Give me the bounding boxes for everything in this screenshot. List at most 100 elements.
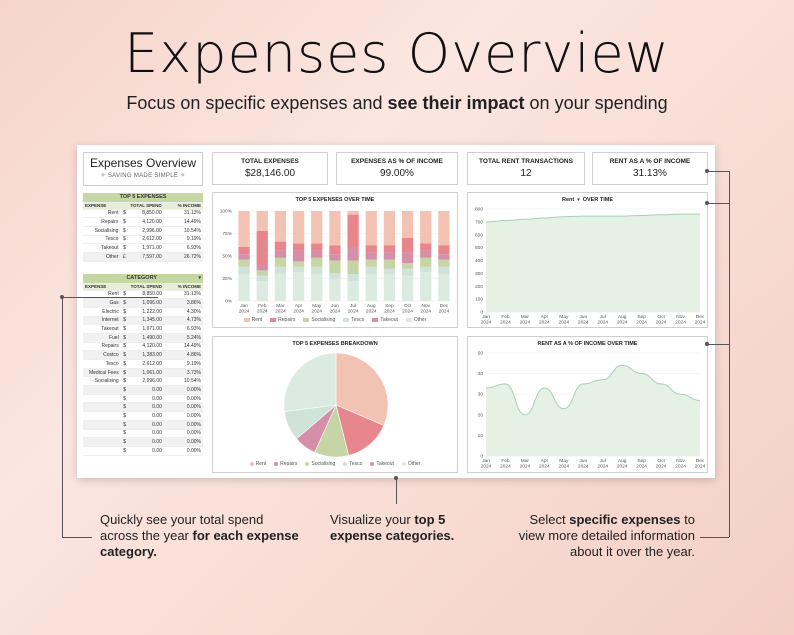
bar-segment-other — [347, 281, 359, 301]
table-row: Tesco $2,612.00 9.19% — [83, 359, 203, 369]
legend-item: Socialising — [305, 461, 335, 467]
category-selector[interactable]: CATEGORY ▾ — [83, 274, 203, 284]
x-tick-label: 2024 — [500, 320, 511, 326]
table-cell: $ — [120, 316, 129, 326]
table-cell: 0.00 — [128, 420, 164, 430]
bar-segment-tesco — [347, 274, 359, 282]
legend-item: Takeout — [370, 461, 394, 467]
table-cell — [83, 420, 121, 430]
x-tick-label: Nov — [421, 303, 430, 309]
table-cell: 26.72% — [163, 252, 203, 262]
col-spend: TOTAL SPEND — [128, 202, 164, 210]
legend-item: Takeout — [372, 317, 398, 323]
table-cell: Medical Fees — [83, 368, 121, 378]
table-cell: $ — [120, 350, 129, 360]
table-cell: Other — [83, 252, 121, 262]
x-tick-label: Dec — [696, 314, 705, 320]
bar-segment-rent — [274, 211, 287, 242]
rent-selector[interactable]: Rent — [561, 197, 575, 203]
table-cell: 1,061.00 — [128, 368, 164, 378]
kpi-total-expenses: TOTAL EXPENSES $28,146.00 — [212, 152, 328, 185]
x-tick-label: Feb — [501, 314, 510, 320]
table-row: Gas $1,096.00 3.86% — [83, 298, 203, 308]
table-cell: $ — [120, 226, 129, 236]
x-tick-label: Mar — [521, 314, 530, 320]
sheet-title: Expenses Overview — [89, 156, 197, 170]
sheet-title-box: Expenses Overview ✧ SAVING MADE SIMPLE ✧ — [83, 152, 203, 186]
x-tick-label: Feb — [501, 458, 510, 464]
table-cell: 0.00 — [128, 446, 164, 456]
x-tick-label: 2024 — [520, 464, 531, 470]
table-row: $0.00 0.00% — [83, 394, 203, 404]
col-income: % INCOME — [163, 283, 203, 291]
y-tick-label: 200 — [475, 284, 483, 290]
bar-segment-tesco — [383, 268, 396, 274]
bar-segment-rent — [401, 211, 414, 238]
table-cell: 0.00% — [163, 385, 203, 395]
x-tick-label: 2024 — [675, 320, 686, 326]
stacked-bar-legend: Rent Repairs Socialising Tesco Takeout Other — [213, 317, 457, 323]
chevron-down-icon[interactable]: ▾ — [198, 275, 201, 282]
bar-segment-rent — [438, 211, 450, 246]
table-cell: 4,120.00 — [128, 342, 164, 352]
table-row: Repairs $4,120.00 14.49% — [83, 217, 203, 227]
table-row: Takeout $1,971.00 6.93% — [83, 243, 203, 253]
bar-segment-other — [438, 274, 450, 301]
bar-segment-socialising — [420, 257, 432, 267]
bar-segment-repairs — [238, 247, 250, 255]
bar-segment-takeout — [329, 254, 341, 261]
table-cell: 2,612.00 — [128, 359, 164, 369]
x-tick-label: Nov — [676, 314, 685, 320]
table-row: Other £7,597.00 26.72% — [83, 252, 203, 262]
table-cell: 7,597.00 — [128, 252, 164, 262]
rent-over-time-panel: Rent ▾ OVER TIME 0 100 200 300 400 500 600 700 800… — [467, 192, 708, 328]
x-tick-label: Jan — [482, 314, 490, 320]
kpi-rent-pct-income: RENT AS A % OF INCOME 31.13% — [592, 152, 708, 185]
x-tick-label: 2024 — [558, 464, 569, 470]
table-cell: $ — [120, 235, 129, 245]
table-cell: 0.00% — [163, 411, 203, 421]
x-tick-label: 2024 — [656, 464, 667, 470]
bar-segment-repairs — [365, 245, 377, 253]
bar-segment-takeout — [292, 250, 305, 262]
legend-item: Repairs — [270, 317, 295, 323]
table-cell: $ — [120, 209, 129, 219]
x-tick-label: 2024 — [539, 464, 550, 470]
table-cell: Gas — [83, 298, 121, 308]
x-tick-label: 2024 — [420, 309, 431, 315]
x-tick-label: Nov — [676, 458, 685, 464]
chevron-down-icon[interactable]: ▾ — [577, 197, 580, 203]
table-cell: Takeout — [83, 243, 121, 253]
col-expense: EXPENSE — [83, 283, 121, 291]
table-cell: $ — [120, 217, 129, 227]
bar-segment-repairs — [383, 245, 396, 253]
bar-segment-socialising — [256, 270, 268, 276]
bar-segment-other — [256, 281, 268, 301]
x-tick-label: Sep — [637, 458, 646, 464]
table-cell: 5.24% — [163, 333, 203, 343]
x-tick-label: Oct — [404, 303, 412, 309]
table-row: Socialising $2,996.00 10.54% — [83, 226, 203, 236]
table-row: $0.00 0.00% — [83, 446, 203, 456]
area-fill — [486, 214, 700, 312]
x-tick-label: 2024 — [239, 309, 250, 315]
table-cell: 1,971.00 — [128, 324, 164, 334]
bar-segment-socialising — [329, 260, 341, 274]
table-cell: Socialising — [83, 226, 121, 236]
x-tick-label: Jun — [579, 314, 587, 320]
bar-segment-other — [329, 278, 341, 301]
x-tick-label: 2024 — [617, 320, 628, 326]
table-cell: $ — [120, 368, 129, 378]
stacked-bar-panel: TOP 5 EXPENSES OVER TIME 0% 25% 50% 75% 100%… — [212, 192, 458, 328]
table-cell: $ — [120, 420, 129, 430]
table-row: Fuel $1,490.00 5.24% — [83, 333, 203, 343]
bar-segment-takeout — [365, 252, 377, 260]
table-row: Internet $1,345.00 4.73% — [83, 316, 203, 326]
y-tick-label: 0 — [480, 310, 483, 316]
table-row: Rent $8,850.00 31.13% — [83, 209, 203, 219]
table-cell: Tesco — [83, 359, 121, 369]
pie-legend: Rent Repairs Socialising Tesco Takeout Other — [213, 461, 457, 467]
table-cell: Tesco — [83, 235, 121, 245]
pie-title: TOP 5 EXPENSES BREAKDOWN — [292, 341, 378, 347]
bar-segment-takeout — [311, 250, 323, 258]
